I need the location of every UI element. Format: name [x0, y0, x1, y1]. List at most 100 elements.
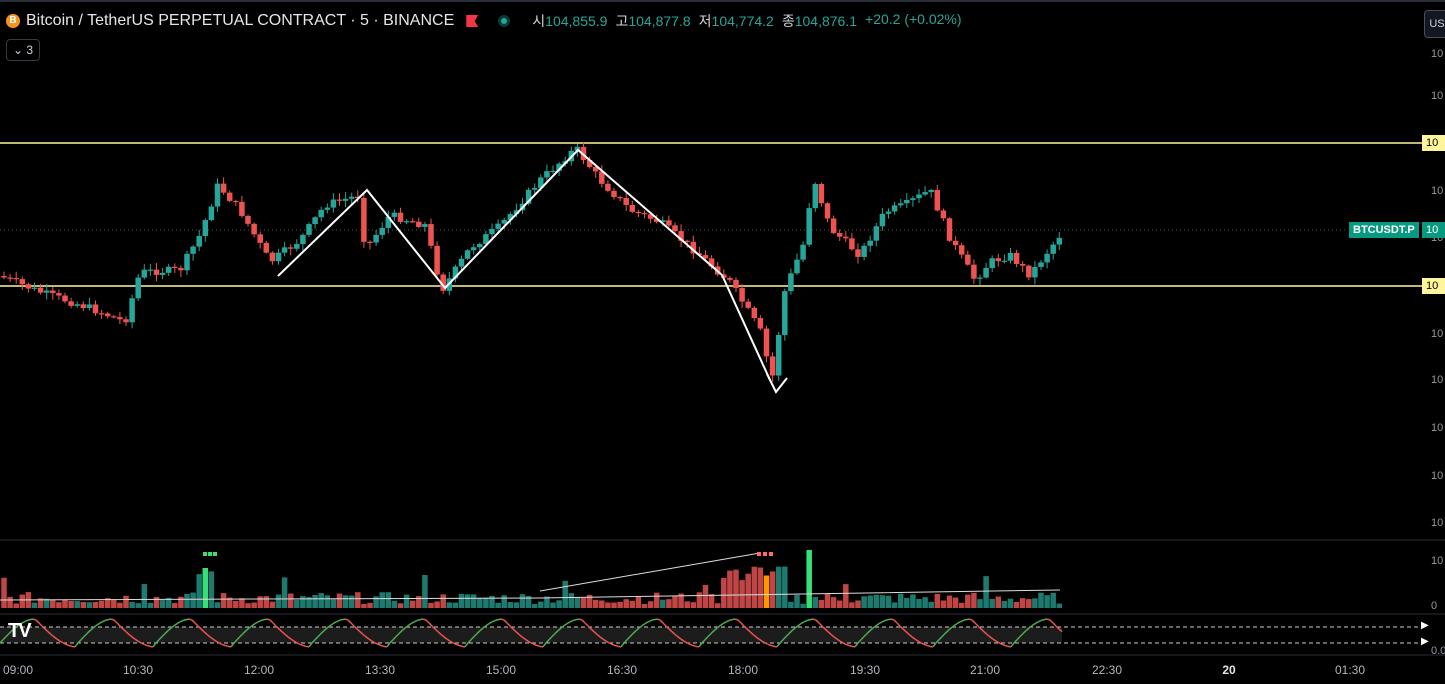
oscillator-line [842, 642, 847, 646]
candle-body [117, 317, 123, 320]
candle-body [68, 301, 74, 306]
volume-bar [422, 574, 428, 608]
oscillator-line [746, 628, 751, 633]
oscillator-line [470, 636, 475, 641]
oscillator-line [665, 625, 670, 630]
oscillator-line [518, 633, 523, 638]
volume-bar [544, 596, 550, 608]
candle-body [629, 204, 636, 212]
high-label: 고 [615, 13, 629, 29]
oscillator-line [950, 625, 955, 629]
oscillator-line [800, 621, 805, 625]
volume-bar [1032, 598, 1038, 608]
volume-bar [19, 594, 26, 608]
volume-bar [281, 577, 288, 608]
candle-body [373, 234, 379, 243]
candle-body [416, 221, 422, 227]
price-axis-label: 10 [1431, 185, 1444, 197]
volume-bar [891, 602, 898, 608]
oscillator-line [359, 631, 364, 635]
price-axis-label: 10 [1431, 470, 1444, 482]
oscillator-line [494, 618, 499, 622]
candle-body [531, 187, 538, 190]
oscillator-line [1046, 618, 1051, 621]
volume-bar [123, 595, 129, 608]
oscillator-line [653, 618, 658, 621]
volume-bar [922, 597, 928, 608]
candle-body [1013, 252, 1020, 264]
currency-button[interactable]: US [1424, 10, 1445, 38]
oscillator-line [764, 642, 769, 646]
candle-body [1050, 244, 1056, 254]
volume-bar [263, 596, 270, 608]
candle-body [611, 190, 617, 198]
down-arrow-icon [766, 373, 788, 394]
candle-body [879, 213, 886, 227]
candle-body [653, 218, 660, 222]
volume-axis-label-zero: 0 [1431, 600, 1438, 612]
oscillator-line [641, 623, 646, 627]
oscillator-line [749, 631, 754, 635]
oscillator-line [632, 630, 637, 635]
oscillator-line [176, 621, 181, 625]
volume-bar [995, 596, 1002, 608]
oscillator-line [386, 642, 391, 648]
volume-bar [117, 602, 123, 608]
oscillator-line [905, 631, 910, 635]
oscillator-line [368, 638, 373, 642]
oscillator-line [194, 622, 199, 627]
symbol-title[interactable]: Bitcoin / TetherUS PERPETUAL CONTRACT · … [26, 12, 455, 29]
candle-body [873, 226, 880, 241]
volume-bar [782, 566, 788, 608]
volume-bar [574, 597, 581, 608]
oscillator-line [374, 642, 379, 646]
oscillator-line [1022, 630, 1027, 635]
oscillator-line [314, 636, 319, 641]
tradingview-logo-icon: TV [8, 620, 32, 642]
volume-bar [464, 594, 471, 608]
oscillator-line [758, 638, 763, 642]
candle-body [617, 197, 623, 199]
candle-body [818, 183, 825, 204]
volume-bar [971, 592, 977, 608]
volume-bar [849, 602, 855, 608]
price-axis-label: 10 [1431, 374, 1444, 386]
oscillator-line [62, 642, 67, 646]
oscillator-line [215, 640, 220, 644]
volume-marker [757, 552, 761, 556]
volume-bar [361, 603, 367, 608]
oscillator-band [0, 627, 1062, 643]
oscillator-line [782, 636, 787, 641]
oscillator-line [449, 640, 454, 644]
volume-bar [489, 595, 495, 608]
oscillator-line [173, 623, 178, 627]
oscillator-line [110, 618, 115, 621]
oscillator-line [284, 633, 289, 638]
oscillator-line [512, 628, 517, 633]
candle-body [147, 269, 154, 271]
oscillator-line [989, 636, 994, 640]
oscillator-line [791, 627, 796, 632]
oscillator-line [797, 623, 802, 627]
candle-body [574, 146, 581, 151]
indicators-toggle-button[interactable]: ⌄ 3 [6, 39, 40, 61]
oscillator-line [914, 638, 919, 642]
oscillator-line [146, 644, 151, 648]
volume-bar [1056, 603, 1063, 608]
volume-bar [135, 603, 141, 608]
oscillator-line [410, 621, 415, 625]
oscillator-line [527, 640, 532, 644]
volume-bar [611, 602, 617, 608]
oscillator-line [929, 645, 934, 648]
volume-bar [1001, 600, 1008, 608]
close-value: 104,876.1 [794, 13, 858, 29]
volume-bar [1007, 598, 1014, 608]
volume-bar [50, 599, 56, 608]
oscillator-line [203, 631, 208, 635]
oscillator-line [104, 618, 109, 622]
flag-icon[interactable] [466, 15, 479, 27]
oscillator-line [806, 618, 811, 622]
oscillator-line [671, 631, 676, 635]
volume-marker [213, 552, 217, 556]
